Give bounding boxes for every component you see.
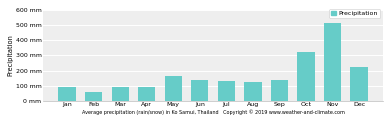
Bar <box>324 23 341 101</box>
Bar <box>138 87 155 101</box>
Bar <box>59 87 76 101</box>
Bar <box>191 80 208 101</box>
Bar <box>218 81 235 101</box>
Bar <box>111 87 129 101</box>
Bar <box>350 67 368 101</box>
Y-axis label: Precipitation: Precipitation <box>7 35 14 76</box>
X-axis label: Average precipitation (rain/snow) in Ko Samui, Thailand   Copyright © 2019 www.w: Average precipitation (rain/snow) in Ko … <box>82 109 344 115</box>
Legend: Precipitation: Precipitation <box>330 9 380 18</box>
Bar <box>85 92 102 101</box>
Bar <box>298 53 315 101</box>
Bar <box>271 80 288 101</box>
Bar <box>244 82 262 101</box>
Bar <box>165 76 182 101</box>
